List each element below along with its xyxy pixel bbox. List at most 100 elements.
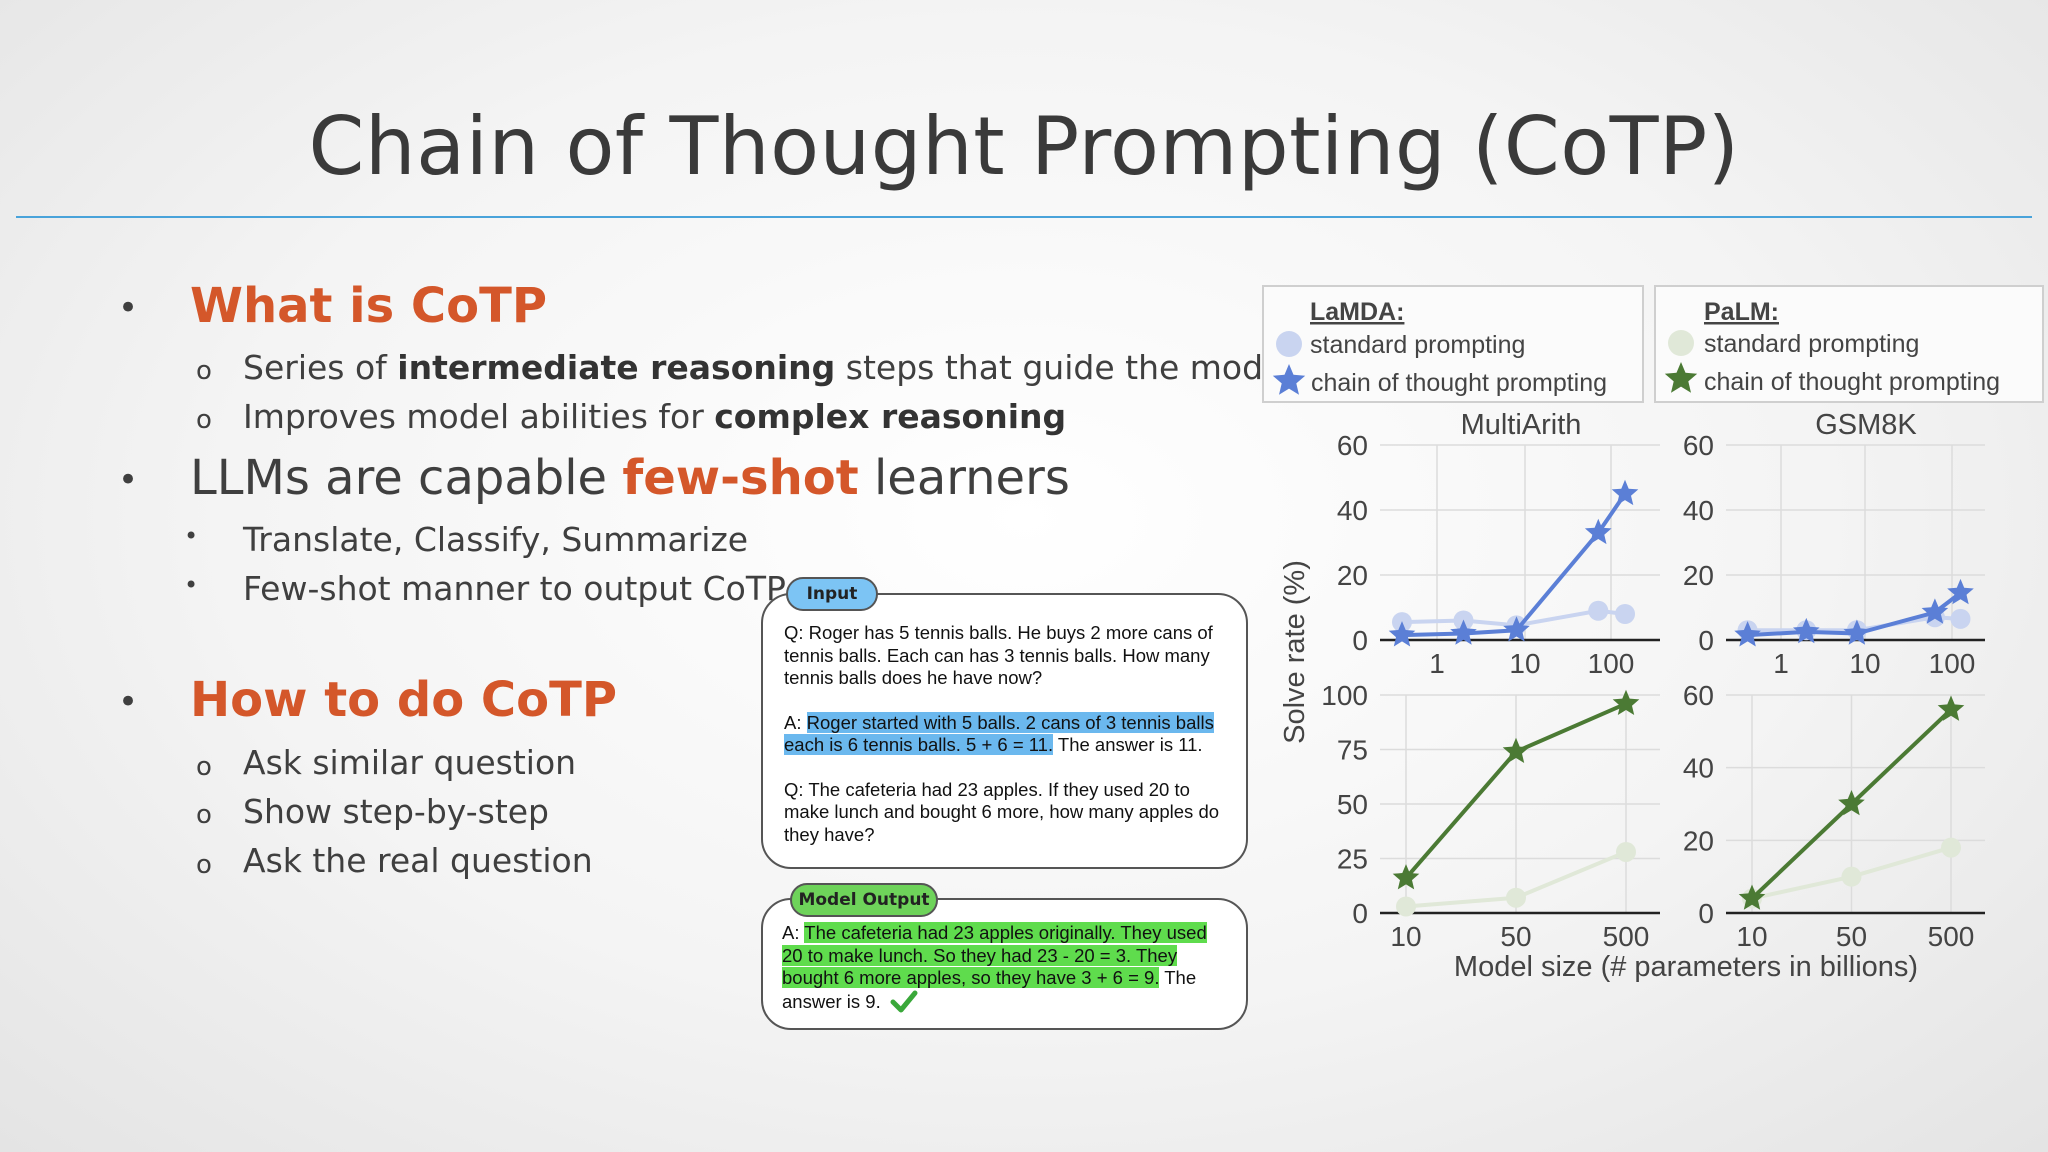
chart-lamda-gsm8k: 0 20 40 60 1 10 100 xyxy=(1683,430,1985,679)
data-point-star xyxy=(1611,479,1639,506)
column-title-gsm8k: GSM8K xyxy=(1815,409,1917,441)
data-point-star xyxy=(1584,518,1612,545)
example-answer-1: A: Roger started with 5 balls. 2 cans of… xyxy=(784,711,1232,757)
y-tick-label: 50 xyxy=(1337,789,1368,820)
legend-marker-standard-lamda xyxy=(1276,331,1302,357)
data-point-star xyxy=(1450,619,1477,645)
data-point-circle xyxy=(1841,866,1862,887)
x-tick-label: 10 xyxy=(1736,921,1767,952)
sub-bullet-marker: o xyxy=(196,405,212,435)
title-divider xyxy=(16,216,2032,218)
sub-bullet-text: Few-shot manner to output CoTP xyxy=(243,569,786,608)
data-point-star xyxy=(1388,621,1416,647)
data-point-circle xyxy=(1950,608,1971,629)
chart-palm-gsm8k: 0 20 40 60 10 50 500 xyxy=(1683,680,1985,952)
example-question-2: Q: The cafeteria had 23 apples. If they … xyxy=(784,778,1220,845)
y-tick-label: 0 xyxy=(1352,625,1368,656)
data-point-circle xyxy=(1615,604,1636,624)
data-point-circle xyxy=(1616,841,1636,862)
text: steps that guide the model xyxy=(835,348,1293,387)
bullet-marker: • xyxy=(118,460,139,500)
bullet-marker: • xyxy=(118,288,139,328)
bold-text: complex reasoning xyxy=(714,397,1067,436)
palm-legend-title: PaLM: xyxy=(1704,298,1779,326)
data-point-circle xyxy=(1506,887,1526,908)
data-point-star xyxy=(1921,598,1949,624)
sub-bullet-marker: o xyxy=(196,850,212,880)
x-tick-label: 1 xyxy=(1429,648,1445,679)
bold-text: intermediate reasoning xyxy=(397,348,836,387)
legend-label-cot-palm: chain of thought prompting xyxy=(1704,368,2000,396)
x-axis-label: Model size (# parameters in billions) xyxy=(1454,951,1918,983)
reasoning-highlight: Roger started with 5 balls. 2 cans of 3 … xyxy=(784,711,1214,755)
star-marker xyxy=(1664,362,1698,393)
palm-legend-box xyxy=(1654,285,2044,403)
y-tick-label: 60 xyxy=(1683,430,1714,461)
answer-prefix: A: xyxy=(782,922,805,943)
x-tick-label: 500 xyxy=(1928,921,1975,952)
sub-bullet-marker: o xyxy=(196,752,212,782)
y-tick-label: 20 xyxy=(1337,560,1368,591)
text: LLMs are capable xyxy=(190,450,623,506)
x-tick-label: 100 xyxy=(1929,648,1976,679)
x-tick-label: 1 xyxy=(1773,648,1789,679)
input-tag: Input xyxy=(786,577,878,611)
y-tick-label: 40 xyxy=(1683,753,1714,784)
text: Series of xyxy=(243,348,398,387)
sub-bullet-text: Ask similar question xyxy=(243,743,577,782)
x-tick-label: 50 xyxy=(1836,921,1867,952)
answer-suffix: The answer is 11. xyxy=(1053,734,1203,755)
y-axis-label: Solve rate (%) xyxy=(1279,560,1311,744)
sub-bullet-text: Series of intermediate reasoning steps t… xyxy=(243,348,1293,387)
y-tick-label: 25 xyxy=(1337,844,1368,875)
answer-suffix: The answer is 9. xyxy=(782,967,1197,1012)
y-tick-label: 100 xyxy=(1321,680,1368,711)
legend-label-standard-lamda: standard prompting xyxy=(1310,331,1525,359)
reasoning-highlight: The cafeteria had 23 apples originally. … xyxy=(782,922,1207,988)
data-point-star xyxy=(1392,864,1420,890)
y-tick-label: 20 xyxy=(1683,825,1714,856)
model-output-text: A: The cafeteria had 23 apples originall… xyxy=(782,922,1230,1014)
x-tick-label: 10 xyxy=(1849,648,1880,679)
x-tick-label: 100 xyxy=(1588,648,1635,679)
model-output-tag: Model Output xyxy=(790,883,938,917)
data-point-star xyxy=(1947,578,1974,605)
x-tick-label: 10 xyxy=(1390,921,1421,952)
data-point-star xyxy=(1502,737,1530,763)
lamda-legend-title: LaMDA: xyxy=(1310,298,1404,326)
data-point-circle xyxy=(1588,600,1609,621)
highlight-text: few-shot xyxy=(622,450,859,506)
data-point-circle xyxy=(1396,896,1416,917)
x-tick-label: 500 xyxy=(1603,921,1650,952)
slide-title: Chain of Thought Prompting (CoTP) xyxy=(308,100,1740,193)
legend-marker-standard-palm xyxy=(1668,330,1694,356)
y-tick-label: 0 xyxy=(1352,898,1368,929)
data-point-star xyxy=(1503,616,1530,642)
data-point-star xyxy=(1612,689,1640,715)
data-point-star xyxy=(1734,621,1761,647)
data-point-star xyxy=(1838,790,1865,816)
example-question-1: Q: Roger has 5 tennis balls. He buys 2 m… xyxy=(784,622,1213,688)
legend-marker-cot-palm xyxy=(1664,362,1698,393)
star-marker xyxy=(1272,364,1306,395)
sub-bullet-marker: o xyxy=(196,800,212,830)
input-text: Q: Roger has 5 tennis balls. He buys 2 m… xyxy=(784,622,1232,846)
data-point-circle xyxy=(1941,837,1961,858)
y-tick-label: 0 xyxy=(1698,625,1714,656)
bullet-how-to-do-cotp: How to do CoTP xyxy=(190,672,617,728)
text: learners xyxy=(858,450,1070,506)
legend-label-cot-lamda: chain of thought prompting xyxy=(1311,369,1607,397)
y-tick-label: 75 xyxy=(1337,735,1368,766)
bullet-heading: How to do CoTP xyxy=(190,672,618,728)
y-tick-label: 0 xyxy=(1698,898,1714,929)
sub-bullet-text: Show step-by-step xyxy=(243,792,550,831)
sub-bullet-marker: • xyxy=(184,571,199,599)
legend-label-standard-palm: standard prompting xyxy=(1704,330,1919,358)
sub-bullet-text: Improves model abilities for complex rea… xyxy=(243,397,1066,436)
y-tick-label: 60 xyxy=(1337,430,1368,461)
sub-bullet-marker: o xyxy=(196,356,212,386)
checkmark-icon xyxy=(890,990,918,1012)
bullet-what-is-cotp: What is CoTP xyxy=(190,278,547,334)
text: Improves model abilities for xyxy=(243,397,715,436)
y-tick-label: 40 xyxy=(1337,495,1368,526)
